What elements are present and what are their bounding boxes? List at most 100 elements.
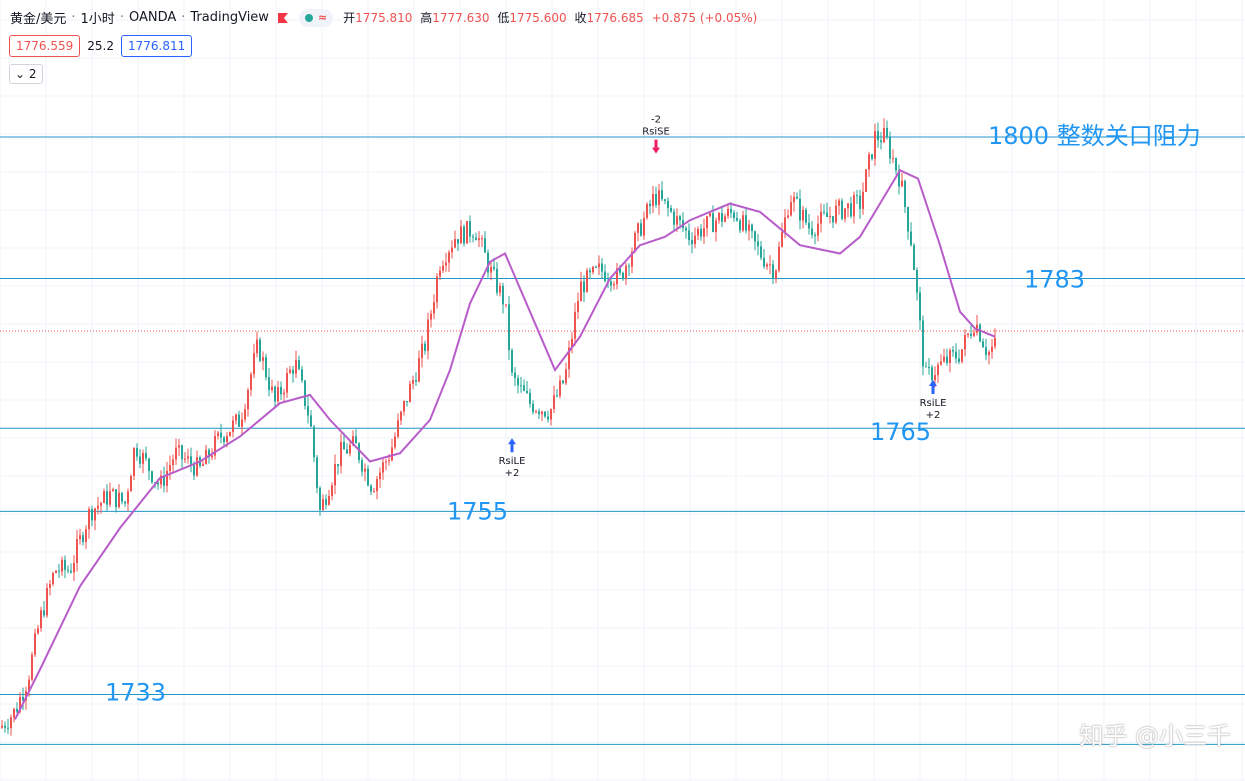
candle-body: [799, 198, 801, 221]
candle-body: [475, 237, 477, 241]
candle-body: [715, 220, 717, 233]
symbol-name[interactable]: 黄金/美元: [10, 12, 67, 27]
candle-body: [643, 217, 645, 236]
candle-body: [694, 235, 696, 245]
candle-body: [49, 584, 51, 588]
candle-body: [802, 209, 804, 221]
candle-body: [151, 471, 153, 483]
candle-body: [361, 460, 363, 472]
candle-body: [226, 436, 228, 443]
candle-body: [181, 445, 183, 460]
candle-body: [463, 226, 465, 244]
candle-body: [223, 437, 225, 443]
candle-body: [196, 457, 198, 476]
bid-button[interactable]: 1776.559: [9, 35, 81, 57]
high-value: 1777.630: [432, 11, 490, 25]
candle-body: [79, 535, 81, 540]
candle-body: [397, 420, 399, 437]
candle-body: [427, 319, 429, 351]
candle-body: [250, 374, 252, 390]
candle-body: [109, 491, 111, 505]
ask-button[interactable]: 1776.811: [120, 35, 193, 57]
candle-body: [346, 449, 348, 454]
candle-body: [193, 465, 195, 476]
candle-body: [100, 502, 102, 506]
candle-body: [550, 409, 552, 420]
candle-body: [145, 452, 147, 459]
quote-row: 1776.559 25.2 1776.811: [9, 35, 193, 57]
level-label: 1783: [1024, 265, 1085, 293]
candle-body: [259, 339, 261, 361]
candle-body: [130, 475, 132, 492]
signal-qty: -2: [651, 115, 661, 126]
short-arrow-icon: [652, 139, 660, 154]
candle-body: [442, 265, 444, 271]
candle-body: [16, 708, 18, 712]
open-key: 开: [343, 11, 356, 25]
candle-body: [709, 213, 711, 217]
candle-body: [982, 341, 984, 348]
candle-body: [232, 420, 234, 432]
candle-body: [511, 350, 513, 373]
candle-body: [28, 679, 30, 692]
candle-body: [892, 158, 894, 160]
candle-body: [283, 392, 285, 395]
candle-body: [994, 337, 996, 347]
candle-body: [124, 501, 126, 504]
candle-body: [286, 373, 288, 393]
candle-body: [244, 409, 246, 420]
close-key: 收: [574, 11, 587, 25]
candle-body: [487, 252, 489, 273]
candle-body: [730, 209, 732, 213]
candle-body: [955, 351, 957, 359]
candle-body: [94, 508, 96, 521]
candle-body: [604, 271, 606, 281]
flag-icon[interactable]: [277, 12, 289, 24]
candle-body: [208, 449, 210, 458]
candle-body: [628, 265, 630, 267]
candle-body: [298, 360, 300, 370]
candle-body: [970, 333, 972, 336]
candle-body: [958, 358, 960, 362]
candle-body: [187, 456, 189, 459]
candle-body: [58, 570, 60, 572]
candle-body: [613, 284, 615, 286]
interval-label[interactable]: 1小时: [80, 12, 115, 27]
candle-body: [925, 366, 927, 368]
candle-body: [868, 154, 870, 170]
candle-body: [817, 223, 819, 236]
market-status-pill[interactable]: ≈: [298, 8, 334, 27]
candle-body: [796, 196, 798, 199]
candle-body: [178, 445, 180, 448]
candle-body: [991, 346, 993, 352]
candle-body: [175, 447, 177, 460]
candle-body: [763, 257, 765, 267]
candle-body: [469, 221, 471, 237]
candle-body: [532, 403, 534, 413]
candle-body: [886, 127, 888, 138]
candle-body: [316, 457, 318, 489]
separator: ·: [119, 10, 124, 25]
candle-body: [421, 343, 423, 359]
candle-body: [4, 725, 6, 728]
indicator-toggle-button[interactable]: ⌄ 2: [9, 64, 43, 84]
candle-body: [661, 190, 663, 200]
candle-body: [415, 380, 417, 382]
candle-body: [217, 432, 219, 437]
change-value: +0.875 (+0.05%): [651, 11, 758, 25]
candle-body: [655, 193, 657, 206]
candle-body: [583, 281, 585, 293]
candle-body: [937, 364, 939, 376]
candle-body: [706, 216, 708, 229]
chart-header: 黄金/美元 · 1小时 · OANDA · TradingView ≈ 开177…: [10, 8, 761, 27]
candle-body: [304, 380, 306, 407]
candle-body: [553, 395, 555, 410]
candle-body: [562, 380, 564, 384]
candle-body: [82, 535, 84, 543]
candle-body: [922, 320, 924, 367]
candle-body: [565, 369, 567, 384]
candle-body: [577, 301, 579, 312]
candle-body: [37, 628, 39, 634]
